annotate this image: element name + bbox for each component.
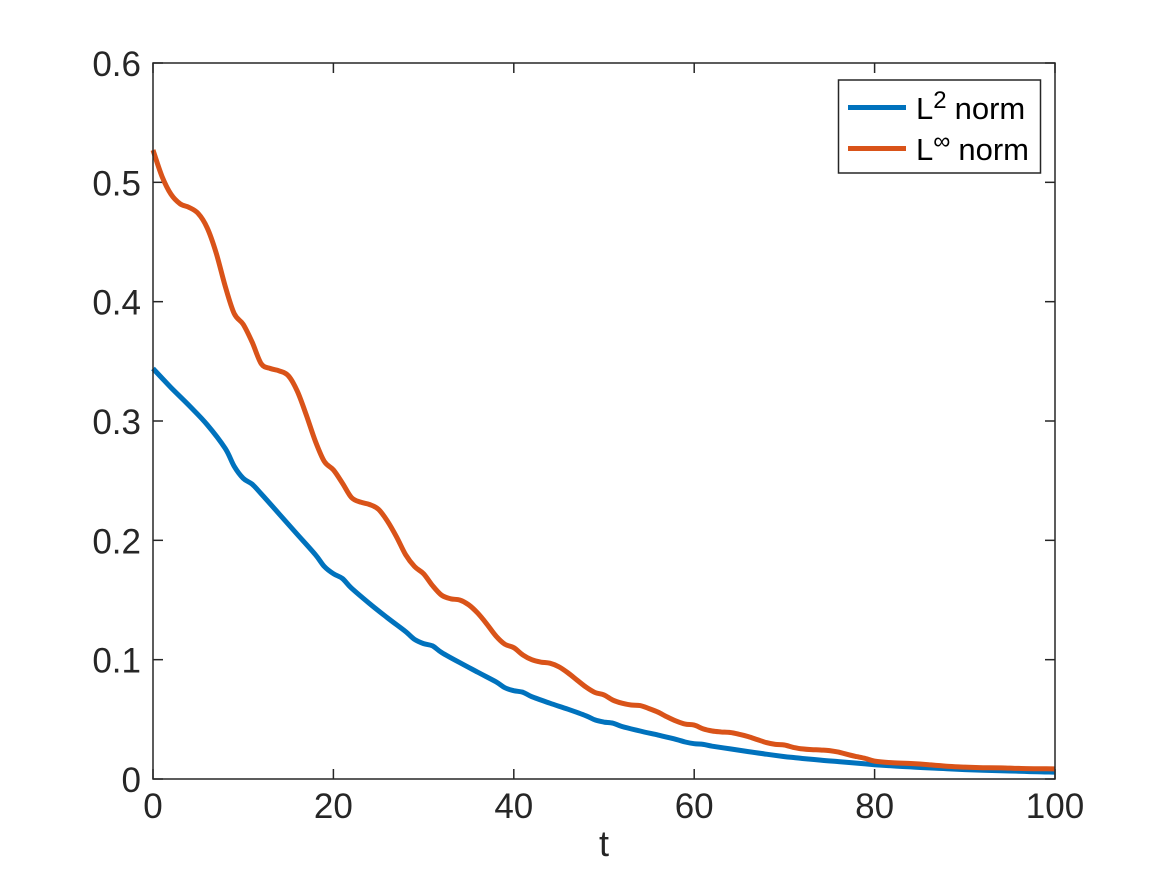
y-tick-label: 0.4 <box>92 284 141 323</box>
y-tick-label: 0.5 <box>92 164 141 203</box>
series-linf-line <box>150 149 1056 772</box>
x-tick-label: 80 <box>855 787 894 826</box>
legend: L2 norm L∞ norm <box>837 79 1042 174</box>
x-tick-label: 40 <box>494 787 533 826</box>
y-tick-label: 0.3 <box>92 403 141 442</box>
y-tick-label: 0.2 <box>92 522 141 561</box>
y-tick-label: 0 <box>122 761 141 800</box>
series-l2-line <box>151 366 1056 775</box>
x-axis-label: t <box>599 823 609 864</box>
x-tick-label: 60 <box>675 787 714 826</box>
x-tick-label: 0 <box>143 787 162 826</box>
legend-label-l2: L2 norm <box>916 87 1025 126</box>
legend-label-linf: L∞ norm <box>916 128 1029 167</box>
series-curves <box>150 149 1056 775</box>
legend-box <box>837 79 1042 174</box>
y-tick-label: 0.6 <box>92 45 141 84</box>
y-tick-label: 0.1 <box>92 642 141 681</box>
axis-tick-labels: 0 20 40 60 80 100 0 0.1 0.2 0.3 0.4 0.5 0.6 <box>92 45 1084 826</box>
x-tick-label: 20 <box>314 787 353 826</box>
x-tick-label: 100 <box>1026 787 1084 826</box>
plot-border <box>152 62 1056 780</box>
